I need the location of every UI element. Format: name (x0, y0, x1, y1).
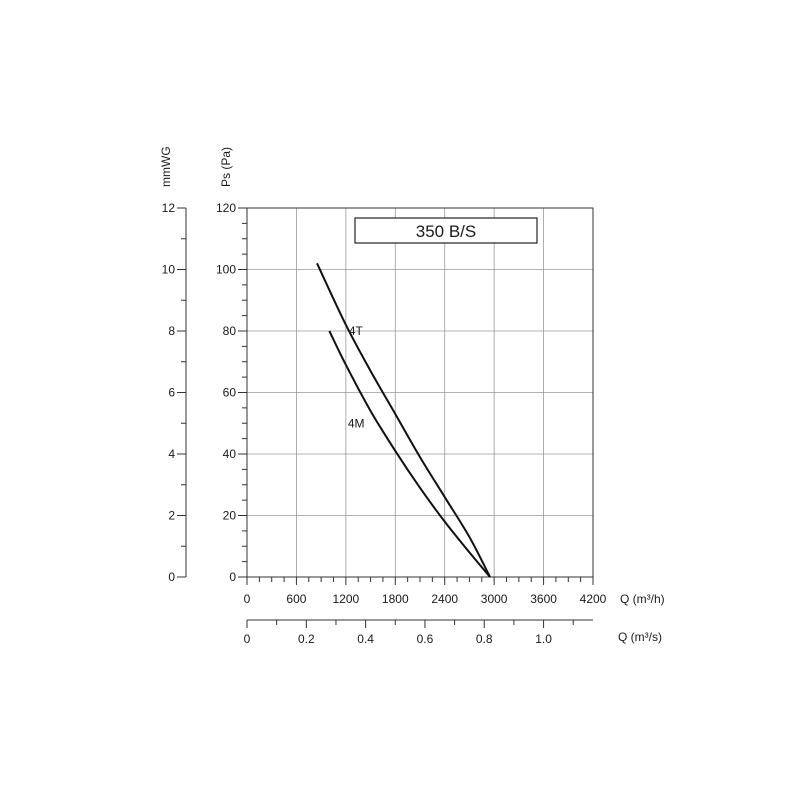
grid (246, 207, 594, 578)
x-axis-label: Q (m³/h) (620, 592, 665, 606)
x-tick-label: 4200 (580, 592, 607, 606)
y-tick-label: 120 (216, 201, 236, 215)
x-tick-label: 1800 (382, 592, 409, 606)
y2-axis-label: mmWG (159, 146, 173, 187)
x-tick-label: 3000 (481, 592, 508, 606)
x2-tick-label: 0 (244, 632, 251, 646)
x-tick-label: 3600 (530, 592, 557, 606)
axes: 0 600 1200 1800 2400 3000 3600 4200020406080100… (162, 201, 607, 646)
series-line-4m (328, 330, 491, 578)
y-tick-label: 60 (223, 386, 237, 400)
y2-tick-label: 8 (168, 324, 175, 338)
y-tick-label: 80 (223, 324, 237, 338)
y-tick-label: 0 (229, 570, 236, 584)
x2-tick-label: 0.2 (298, 632, 315, 646)
y-axis-label: Ps (Pa) (219, 147, 233, 187)
series: 4T 4M (316, 262, 491, 578)
x2-tick-label: 0.6 (417, 632, 434, 646)
series-label-4t: 4T (349, 324, 364, 338)
y-tick-label: 20 (223, 509, 237, 523)
y2-tick-label: 12 (162, 201, 176, 215)
x-tick-label: 0 (244, 592, 251, 606)
series-line-4t (316, 262, 491, 578)
y2-tick-label: 10 (162, 263, 176, 277)
series-label-4m: 4M (348, 416, 365, 430)
y-tick-label: 100 (216, 263, 236, 277)
x-tick-label: 1200 (333, 592, 360, 606)
x2-axis-label: Q (m³/s) (618, 630, 662, 644)
x-tick-label: 2400 (431, 592, 458, 606)
x2-tick-label: 0.8 (476, 632, 493, 646)
chart-title: 350 B/S (416, 222, 477, 241)
y2-tick-label: 6 (168, 386, 175, 400)
y-tick-label: 40 (223, 447, 237, 461)
title-box (354, 217, 538, 244)
y2-tick-label: 0 (168, 570, 175, 584)
y2-tick-label: 2 (168, 509, 175, 523)
x2-tick-label: 0.4 (357, 632, 374, 646)
x2-tick-label: 1.0 (535, 632, 552, 646)
y2-tick-label: 4 (168, 447, 175, 461)
x-tick-label: 600 (286, 592, 306, 606)
